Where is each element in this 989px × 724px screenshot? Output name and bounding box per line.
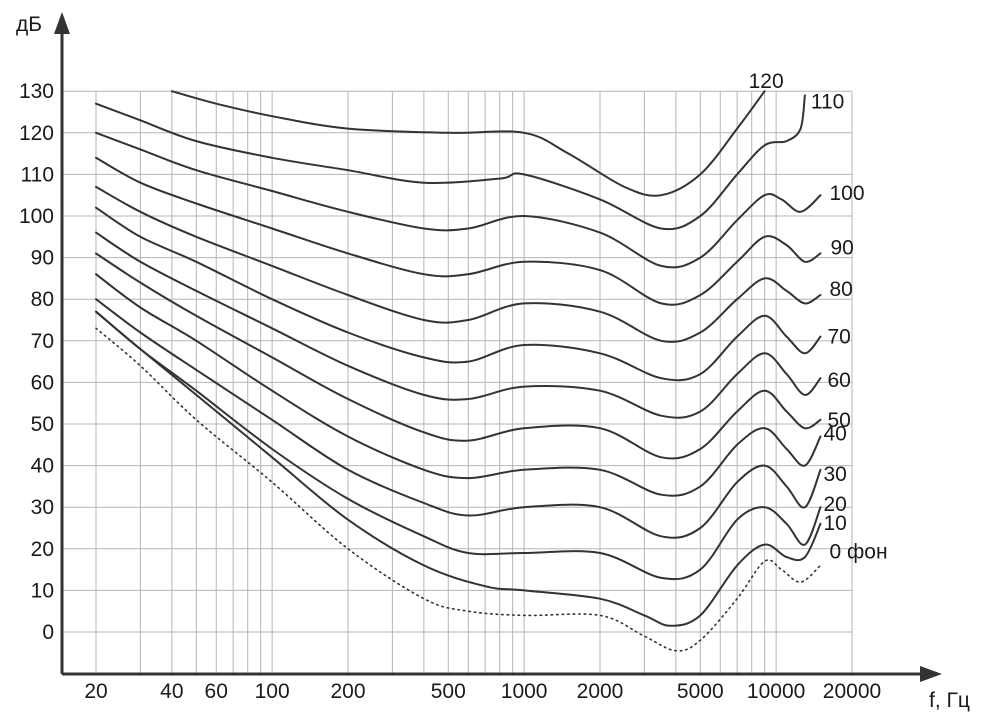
y-tick-label: 110: [21, 163, 54, 186]
curve-80: [95, 185, 822, 343]
curve-label: 50: [828, 409, 851, 432]
axes: [54, 12, 942, 682]
curve-50: [95, 252, 822, 460]
y-tick-label: 30: [31, 496, 54, 519]
y-tick-label: 100: [19, 205, 54, 228]
curve-90: [95, 156, 822, 306]
curve-110: [95, 94, 806, 231]
curve-60: [95, 231, 822, 419]
curve-label: 0 фон: [830, 540, 888, 563]
curve-label: 60: [828, 369, 851, 392]
curve-label: 20: [824, 493, 847, 516]
y-tick-label: 20: [31, 538, 54, 561]
curve-label: 100: [830, 182, 865, 205]
y-axis-arrow: [54, 12, 70, 34]
x-tick-label: 10000: [747, 680, 805, 703]
x-tick-label: 500: [431, 680, 466, 703]
x-tick-label: 40: [160, 680, 183, 703]
x-tick-label: 2000: [577, 680, 624, 703]
curve-label: 70: [828, 326, 851, 349]
curve-120: [170, 90, 766, 197]
y-axis-label: дБ: [16, 13, 42, 36]
x-tick-labels: 20 40 60 100 200 500 1000 2000 5000 10000 20000: [84, 680, 881, 703]
curve-0-фон: [95, 327, 822, 652]
curve-label: 30: [824, 463, 847, 486]
curve-40: [95, 273, 822, 497]
x-tick-label: 5000: [677, 680, 724, 703]
x-tick-label: 20: [84, 680, 107, 703]
curve-100: [95, 131, 822, 269]
curve-label: 40: [824, 422, 847, 445]
x-tick-label: 200: [330, 680, 365, 703]
y-tick-label: 90: [31, 247, 54, 270]
curves: [95, 90, 822, 652]
y-tick-label: 0: [42, 621, 54, 644]
x-tick-label: 20000: [823, 680, 881, 703]
curve-label: 110: [811, 90, 844, 113]
y-tick-label: 40: [31, 455, 54, 478]
y-tick-label: 130: [19, 80, 54, 103]
x-axis-arrow: [920, 666, 942, 682]
curve-label: 10: [824, 512, 847, 535]
y-tick-label: 60: [31, 371, 54, 394]
curve-label: 120: [749, 70, 784, 93]
x-tick-label: 1000: [501, 680, 548, 703]
x-tick-label: 60: [205, 680, 228, 703]
curve-30: [95, 298, 822, 539]
x-axis-label: f, Гц: [929, 689, 970, 712]
y-tick-label: 80: [31, 288, 54, 311]
curve-label: 80: [830, 278, 853, 301]
curve-70: [95, 206, 822, 382]
curve-label: 90: [831, 236, 854, 259]
curve-20: [95, 310, 822, 581]
y-tick-label: 70: [31, 330, 54, 353]
y-tick-label: 50: [31, 413, 54, 436]
y-tick-label: 120: [19, 122, 54, 145]
x-tick-label: 100: [255, 680, 290, 703]
y-tick-label: 10: [31, 579, 54, 602]
curve-10: [95, 310, 822, 627]
